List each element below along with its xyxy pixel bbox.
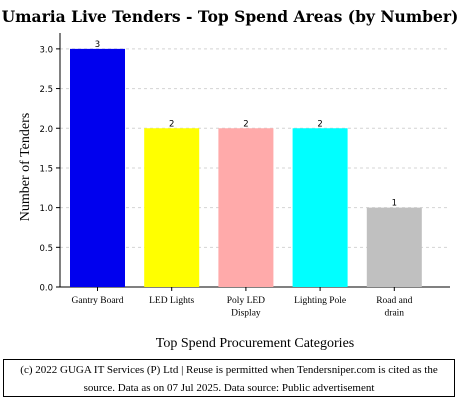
y-tick-label: 2.0	[39, 125, 53, 135]
chart-title: Umaria Live Tenders - Top Spend Areas (b…	[2, 7, 459, 26]
x-tick-label: Lighting Pole	[294, 296, 346, 306]
bar	[144, 128, 200, 287]
y-axis-title: Number of Tenders	[18, 113, 33, 221]
labels: 0.0 0.5 1.0 1.5 2.0 2.5 3.0 3 Gantry Board 2 LED L…	[39, 40, 412, 319]
bar-value-label: 2	[243, 119, 248, 129]
footer-text: (c) 2022 GUGA IT Services (P) Ltd | Reus…	[4, 361, 454, 397]
bars	[70, 48, 422, 287]
y-tick-label: 0.0	[39, 284, 53, 294]
bar-value-label: 2	[169, 119, 174, 129]
x-axis-title: Top Spend Procurement Categories	[156, 336, 354, 351]
bar	[366, 207, 422, 287]
y-tick-label: 1.0	[39, 204, 53, 214]
y-tick-label: 1.5	[39, 164, 53, 174]
y-tick-label: 0.5	[39, 244, 53, 254]
bar-value-label: 2	[317, 119, 322, 129]
footer-line-2: source. Data as on 07 Jul 2025. Data sou…	[83, 382, 375, 394]
x-tick-label: Poly LED Display	[227, 296, 265, 319]
bar-value-label: 3	[95, 40, 100, 50]
footer-line-1: (c) 2022 GUGA IT Services (P) Ltd | Reus…	[20, 364, 438, 376]
y-tick-label: 3.0	[39, 45, 53, 55]
y-tick-label: 2.5	[39, 85, 53, 95]
x-tick-label: LED Lights	[149, 296, 194, 306]
bar	[218, 128, 274, 287]
bar	[70, 48, 125, 287]
footer-credit: (c) 2022 GUGA IT Services (P) Ltd | Reus…	[3, 359, 455, 397]
bar	[292, 128, 348, 287]
bar-value-label: 1	[392, 199, 397, 209]
x-tick-label: Road and drain	[376, 296, 412, 319]
x-tick-label: Gantry Board	[72, 296, 124, 306]
